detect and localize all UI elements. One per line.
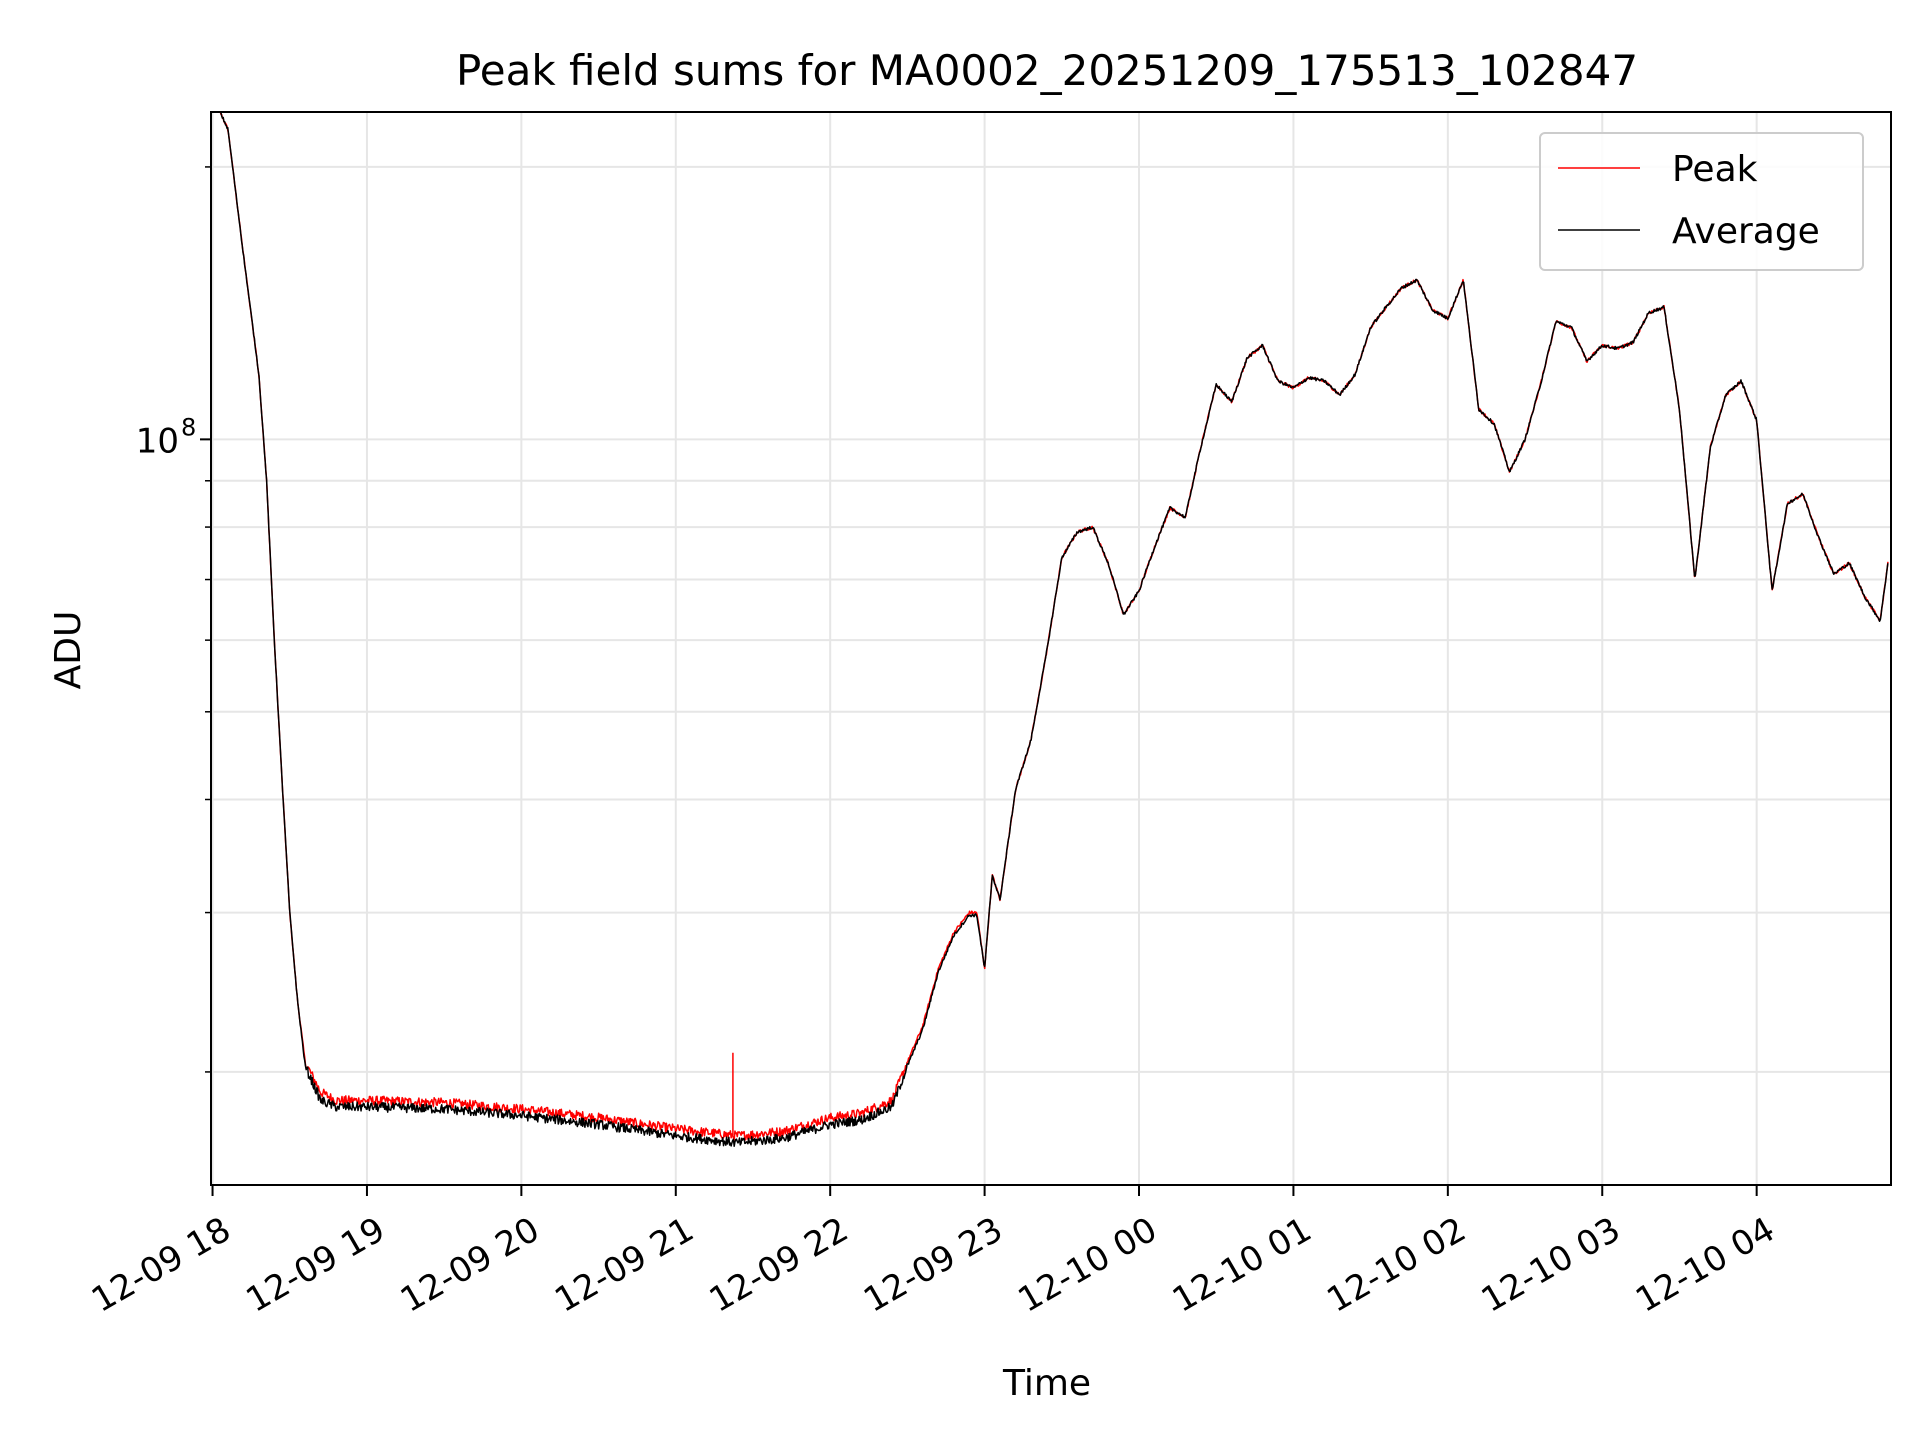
y-axis: 10 8 (136, 166, 211, 1073)
chart-title: Peak field sums for MA0002_20251209_1755… (456, 46, 1638, 95)
y-tick-label: 10 (136, 421, 179, 461)
series-layer (219, 112, 1889, 1147)
plot-frame (210, 111, 1892, 1186)
y-axis-label: ADU (48, 611, 89, 690)
legend: Peak Average (1539, 132, 1864, 271)
y-tick-label-exponent: 8 (181, 413, 196, 441)
legend-label-average: Average (1672, 211, 1820, 252)
x-axis-label: Time (1002, 1363, 1091, 1404)
legend-label-peak: Peak (1672, 149, 1758, 190)
series-line-average (219, 112, 1889, 1147)
plot-area (211, 112, 1891, 1185)
